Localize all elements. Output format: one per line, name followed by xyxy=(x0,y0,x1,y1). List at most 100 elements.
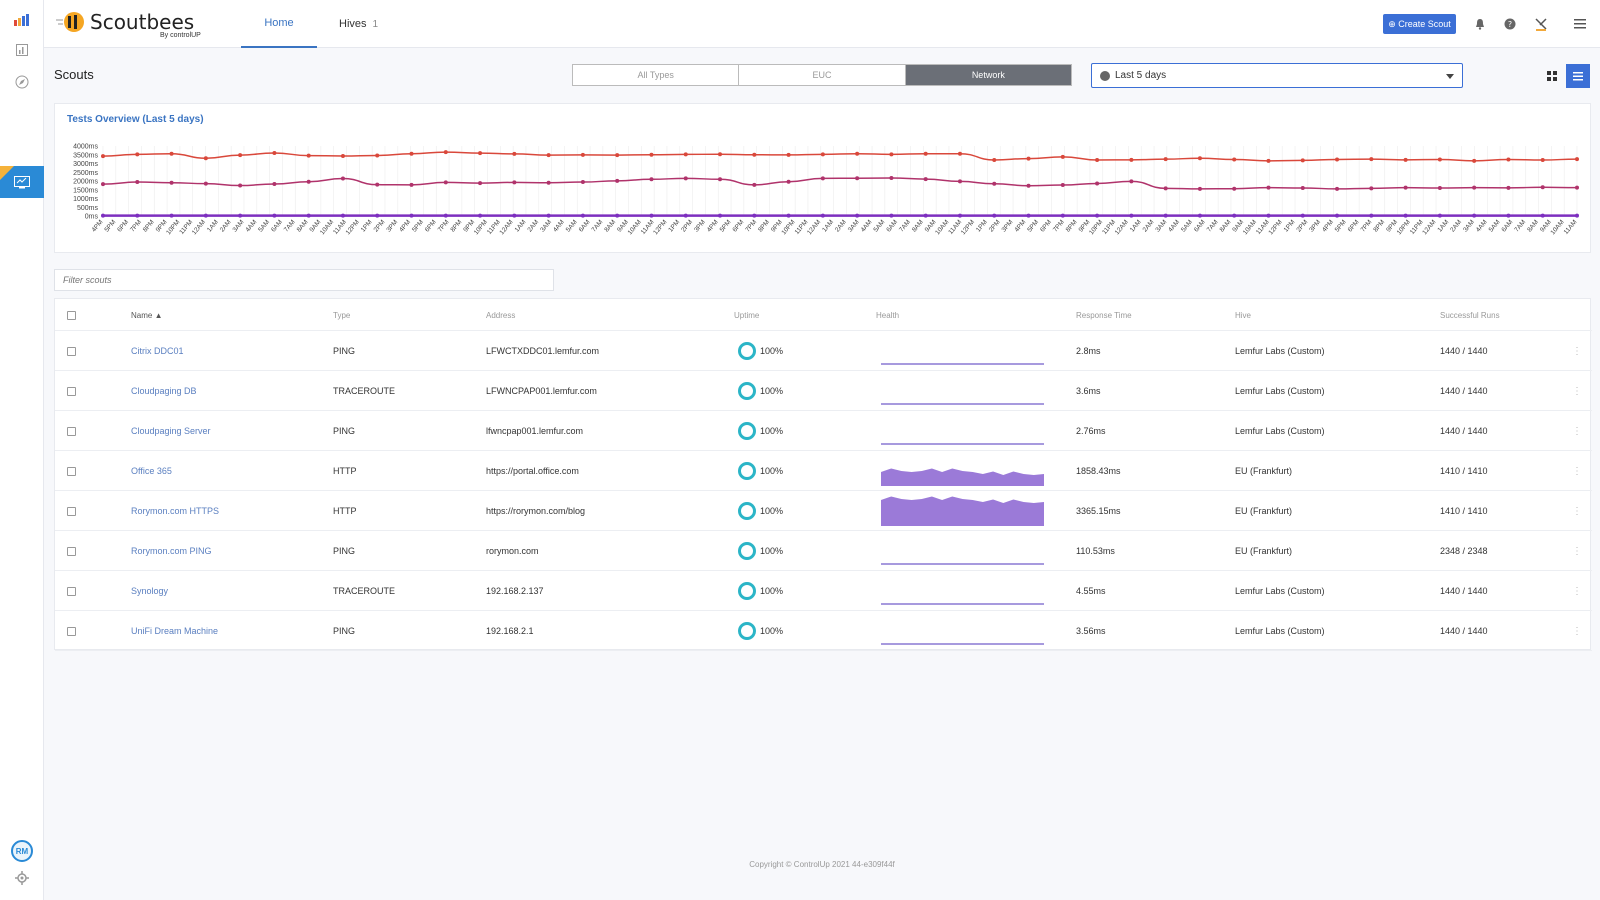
kebab-menu-icon[interactable]: ⋮ xyxy=(1572,505,1582,517)
series-point[interactable] xyxy=(1095,213,1100,218)
series-point[interactable] xyxy=(1472,158,1477,163)
series-point[interactable] xyxy=(1437,186,1442,190)
series-point[interactable] xyxy=(340,176,345,181)
series-point[interactable] xyxy=(443,150,448,155)
series-point[interactable] xyxy=(786,179,791,184)
series-point[interactable] xyxy=(306,213,311,218)
series-point[interactable] xyxy=(375,182,380,187)
series-point[interactable] xyxy=(512,180,517,185)
series-point[interactable] xyxy=(1129,213,1134,218)
date-range-select[interactable]: Last 5 days xyxy=(1091,63,1463,88)
table-row[interactable]: Synology TRACEROUTE 192.168.2.137 100% 4.55m… xyxy=(55,571,1592,611)
series-point[interactable] xyxy=(1540,158,1545,162)
series-point[interactable] xyxy=(1232,186,1237,191)
kebab-menu-icon[interactable]: ⋮ xyxy=(1572,585,1582,597)
series-point[interactable] xyxy=(1472,213,1477,218)
table-row[interactable]: UniFi Dream Machine PING 192.168.2.1 100% 3.… xyxy=(55,611,1592,651)
series-point[interactable] xyxy=(718,213,723,218)
series-point[interactable] xyxy=(409,151,414,156)
row-checkbox[interactable] xyxy=(67,426,76,436)
series-point[interactable] xyxy=(786,152,791,157)
series-point[interactable] xyxy=(101,213,105,218)
series-point[interactable] xyxy=(889,176,894,181)
table-row[interactable]: Rorymon.com PING PING rorymon.com 100% 110.5… xyxy=(55,531,1592,571)
report-icon[interactable] xyxy=(12,40,32,60)
kebab-menu-icon[interactable]: ⋮ xyxy=(1572,545,1582,557)
series-point[interactable] xyxy=(443,180,448,185)
bell-icon[interactable] xyxy=(1470,14,1490,34)
series-point[interactable] xyxy=(409,182,414,187)
series-point[interactable] xyxy=(683,213,688,218)
series-point[interactable] xyxy=(1472,185,1477,190)
series-point[interactable] xyxy=(1060,154,1065,159)
compass-icon[interactable] xyxy=(12,72,32,92)
series-point[interactable] xyxy=(1437,213,1442,218)
series-point[interactable] xyxy=(855,176,860,181)
series-point[interactable] xyxy=(957,213,962,218)
series-point[interactable] xyxy=(992,158,997,162)
series-point[interactable] xyxy=(512,213,517,218)
series-point[interactable] xyxy=(1335,157,1340,162)
series-point[interactable] xyxy=(340,153,345,158)
series-point[interactable] xyxy=(1437,157,1442,162)
row-checkbox[interactable] xyxy=(67,386,76,396)
series-point[interactable] xyxy=(992,181,997,186)
series-point[interactable] xyxy=(820,213,825,218)
grid-view-button[interactable] xyxy=(1540,64,1564,88)
series-point[interactable] xyxy=(272,151,277,155)
series-point[interactable] xyxy=(546,153,551,158)
list-view-button[interactable] xyxy=(1566,64,1590,88)
series-point[interactable] xyxy=(992,213,997,218)
col-header-address[interactable]: Address xyxy=(486,310,516,320)
series-point[interactable] xyxy=(1506,213,1511,218)
series-point[interactable] xyxy=(375,153,380,158)
series-point[interactable] xyxy=(580,152,585,157)
table-row[interactable]: Office 365 HTTP https://portal.office.com 1… xyxy=(55,451,1592,491)
series-point[interactable] xyxy=(1300,186,1305,190)
filter-all-types-button[interactable]: All Types xyxy=(573,65,740,85)
series-point[interactable] xyxy=(649,152,654,157)
create-scout-button[interactable]: ⊕ Create Scout xyxy=(1383,14,1456,34)
avatar[interactable]: RM xyxy=(11,840,33,862)
col-header-response-time[interactable]: Response Time xyxy=(1076,310,1132,320)
series-point[interactable] xyxy=(718,177,723,182)
series-point[interactable] xyxy=(478,181,483,186)
row-checkbox[interactable] xyxy=(67,346,76,356)
row-checkbox[interactable] xyxy=(67,546,76,556)
gear-icon[interactable] xyxy=(12,868,32,888)
series-point[interactable] xyxy=(1540,213,1545,218)
series-point[interactable] xyxy=(580,180,585,185)
series-point[interactable] xyxy=(1197,186,1202,191)
series-point[interactable] xyxy=(135,213,140,218)
series-point[interactable] xyxy=(923,213,928,218)
table-row[interactable]: Citrix DDC01 PING LFWCTXDDC01.lemfur.com 10… xyxy=(55,331,1592,371)
bar-chart-icon[interactable] xyxy=(12,10,32,30)
series-point[interactable] xyxy=(1060,183,1065,188)
scout-name-link[interactable]: Rorymon.com PING xyxy=(131,546,212,556)
filter-euc-button[interactable]: EUC xyxy=(739,65,906,85)
series-point[interactable] xyxy=(478,213,483,218)
series-point[interactable] xyxy=(1163,186,1168,191)
series-point[interactable] xyxy=(169,180,174,185)
series-point[interactable] xyxy=(1403,213,1408,218)
filter-scouts-input[interactable] xyxy=(54,269,554,291)
series-point[interactable] xyxy=(752,213,757,218)
row-checkbox[interactable] xyxy=(67,626,76,636)
series-point[interactable] xyxy=(203,213,208,218)
scout-name-link[interactable]: Rorymon.com HTTPS xyxy=(131,506,220,516)
series-point[interactable] xyxy=(1266,185,1271,190)
series-point[interactable] xyxy=(1300,213,1305,218)
series-point[interactable] xyxy=(1197,213,1202,218)
col-header-name[interactable]: Name ▲ xyxy=(131,310,163,320)
series-point[interactable] xyxy=(169,151,174,156)
series-point[interactable] xyxy=(1129,179,1134,184)
series-point[interactable] xyxy=(1575,213,1579,218)
series-point[interactable] xyxy=(683,152,688,157)
series-point[interactable] xyxy=(752,152,757,157)
series-point[interactable] xyxy=(546,213,551,218)
series-point[interactable] xyxy=(1060,213,1065,218)
series-point[interactable] xyxy=(1506,185,1511,190)
series-point[interactable] xyxy=(1232,157,1237,162)
col-header-type[interactable]: Type xyxy=(333,310,351,320)
series-point[interactable] xyxy=(580,213,585,218)
